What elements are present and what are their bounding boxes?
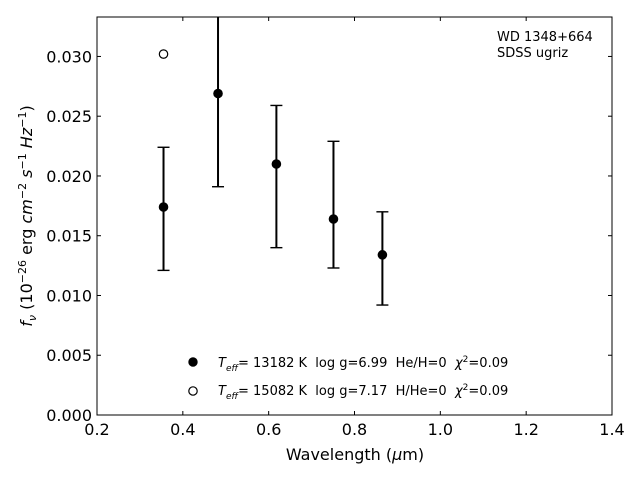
legend-2-teff: T <box>218 384 227 399</box>
y-tick-label: 0.015 <box>46 227 92 246</box>
x-axis-label-mu: μ <box>391 445 402 464</box>
legend-1-teff-sub: eff <box>226 364 240 374</box>
x-tick-label: 0.2 <box>84 420 109 439</box>
x-axis-label-main: Wavelength ( <box>286 445 392 464</box>
legend-entry-1: Teff= 13182 K log g=6.99 He/H=0 χ2=0.09 <box>218 355 508 374</box>
y-label-open: (10 <box>17 283 36 315</box>
y-label-exp3: −1 <box>16 153 29 169</box>
y-tick-label: 0.030 <box>46 47 92 66</box>
y-tick-label: 0.025 <box>46 107 92 126</box>
y-tick-label: 0.010 <box>46 286 92 305</box>
legend-1-chi-sup: 2 <box>463 355 469 365</box>
y-tick-label: 0.005 <box>46 346 92 365</box>
data-point <box>328 214 339 224</box>
y-tick-label: 0.020 <box>46 167 92 186</box>
y-label-exp2: −2 <box>16 183 29 199</box>
y-tick-label: 0.000 <box>46 406 92 425</box>
x-tick-label: 0.6 <box>256 420 281 439</box>
x-tick-label: 0.8 <box>342 420 367 439</box>
annotation-line-1: WD 1348+664 <box>497 30 593 45</box>
y-axis-label: fν (10−26 erg cm−2 s−1 Hz−1) <box>16 105 39 326</box>
y-label-f: f <box>17 319 36 327</box>
legend-2-teff-sub: eff <box>226 392 240 402</box>
y-label-hz: Hz <box>17 127 36 153</box>
legend-1-chi-val: =0.09 <box>468 356 508 371</box>
y-label-exp1: −26 <box>16 260 29 283</box>
model-point <box>158 49 169 59</box>
data-point <box>158 202 169 212</box>
legend-2-text: = 15082 K log g=7.17 H/He=0 <box>238 384 455 399</box>
y-label-cm: cm <box>17 199 36 223</box>
data-marks <box>157 17 389 306</box>
axis-ticks: 0.2 0.4 0.6 0.8 1.0 1.2 1.4 0.000 0.005 0.010 0.01… <box>46 17 625 439</box>
y-label-exp4: −1 <box>16 112 29 128</box>
y-label-erg: erg <box>17 224 36 260</box>
legend-marker-filled <box>188 357 198 367</box>
annotation-line-2: SDSS ugriz <box>497 46 568 61</box>
x-tick-label: 1.2 <box>513 420 538 439</box>
legend-1-teff: T <box>218 356 227 371</box>
legend-2-chi: χ <box>454 384 464 399</box>
x-tick-label: 1.0 <box>428 420 453 439</box>
legend-1-chi: χ <box>454 356 464 371</box>
x-tick-label: 1.4 <box>599 420 624 439</box>
x-axis-label: Wavelength (μm) <box>286 445 424 464</box>
y-label-s: s <box>17 170 36 183</box>
legend-2-chi-val: =0.09 <box>468 384 508 399</box>
data-point <box>377 250 388 260</box>
y-label-close: ) <box>17 105 36 111</box>
x-tick-label: 0.4 <box>170 420 195 439</box>
data-point <box>213 88 223 99</box>
legend-marker-open <box>188 386 198 396</box>
legend-1-text: = 13182 K log g=6.99 He/H=0 <box>238 356 455 371</box>
legend-2-chi-sup: 2 <box>463 383 469 393</box>
data-point <box>271 159 282 169</box>
x-axis-label-end: m) <box>402 445 424 464</box>
y-label-nu: ν <box>26 315 39 321</box>
legend: Teff= 13182 K log g=6.99 He/H=0 χ2=0.09 … <box>188 355 508 402</box>
legend-entry-2: Teff= 15082 K log g=7.17 H/He=0 χ2=0.09 <box>218 383 508 402</box>
